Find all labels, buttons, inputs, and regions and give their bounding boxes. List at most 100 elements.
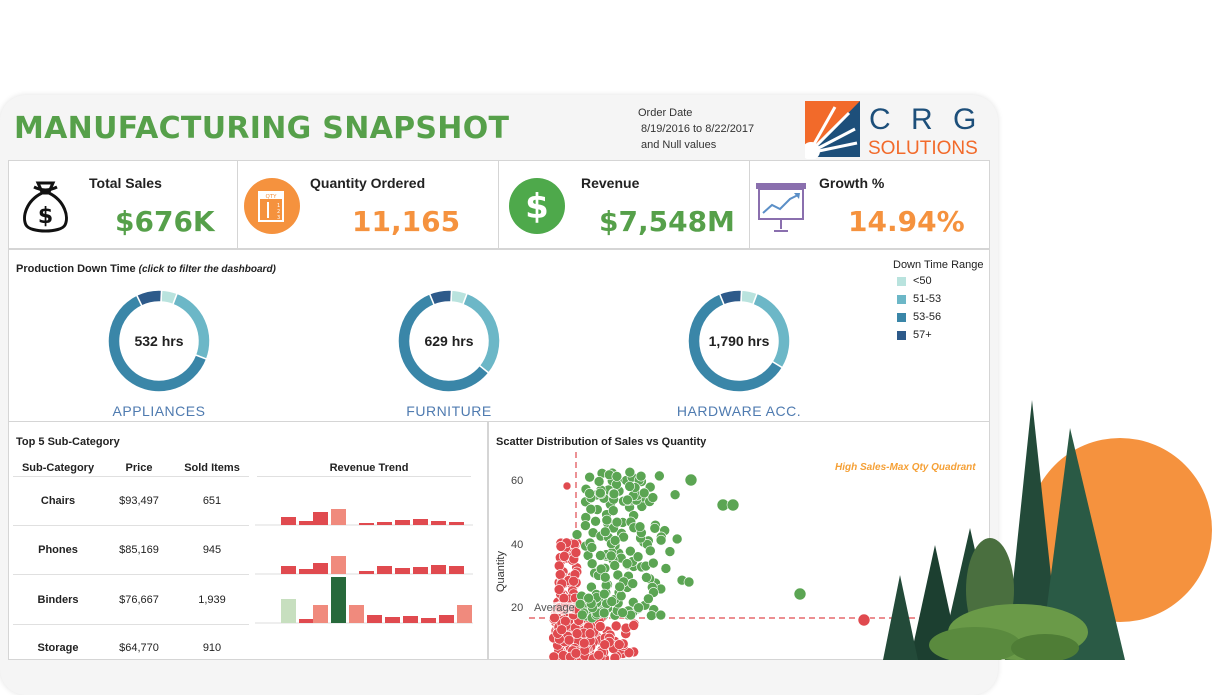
trend-bar — [395, 520, 410, 525]
donut-category-furniture[interactable]: FURNITURE — [406, 403, 492, 419]
trend-bar — [457, 605, 472, 623]
top5-title: Top 5 Sub-Category — [16, 436, 120, 448]
scatter-point — [562, 481, 572, 491]
trend-bar — [331, 509, 346, 525]
scatter-point — [624, 466, 636, 478]
row-sold: 945 — [202, 544, 222, 556]
scatter-point — [614, 581, 625, 593]
scatter-point — [599, 639, 610, 651]
scatter-point — [655, 609, 667, 621]
scatter-point — [585, 503, 597, 515]
order-date-filter[interactable]: Order Date 8/19/2016 to 8/22/2017 and Nu… — [638, 105, 754, 153]
scatter-point — [586, 558, 598, 569]
trend-bar — [367, 615, 382, 623]
donut-center-label: 1,790 hrs — [708, 333, 770, 349]
scatter-point — [599, 526, 611, 538]
row-sold: 910 — [202, 642, 222, 654]
scatter-point — [638, 487, 650, 499]
legend-title: Down Time Range — [893, 259, 984, 271]
page-title: MANUFACTURING SNAPSHOT — [14, 111, 510, 146]
trend-bar — [421, 618, 436, 623]
kpi-label: Quantity Ordered — [310, 175, 426, 191]
scatter-point — [593, 649, 605, 660]
scatter-title: Scatter Distribution of Sales vs Quantit… — [496, 436, 707, 448]
scatter-point — [593, 476, 605, 487]
legend-swatch — [897, 276, 906, 286]
dollar-circle-icon: $ — [509, 178, 565, 234]
row-price: $93,497 — [119, 495, 159, 507]
donut-segment — [135, 289, 163, 307]
scatter-point — [554, 569, 566, 580]
scatter-point — [556, 624, 567, 635]
legend-item[interactable]: 57+ — [897, 329, 932, 341]
scatter-point — [583, 592, 594, 604]
scatter-point — [621, 558, 633, 569]
scatter-point — [669, 489, 681, 500]
scatter-point — [627, 578, 639, 589]
scatter-point — [726, 498, 740, 512]
trend-bar — [403, 616, 418, 623]
logo-text-bottom: SOLUTIONS — [868, 138, 978, 159]
scatter-point — [594, 621, 606, 632]
legend-item[interactable]: <50 — [897, 275, 932, 287]
scatter-point — [568, 575, 579, 587]
donut-center-label: 629 hrs — [424, 333, 474, 349]
growth-chart-icon — [756, 183, 806, 232]
trend-bar — [299, 521, 314, 525]
scatter-point — [599, 572, 611, 583]
trend-bar — [449, 522, 464, 525]
donut-charts[interactable] — [9, 250, 889, 422]
trend-bar — [313, 563, 328, 574]
donut-segment — [428, 289, 453, 306]
scatter-point — [615, 590, 627, 602]
scatter-point — [647, 557, 659, 569]
svg-text:QTY: QTY — [265, 194, 277, 200]
filter-title: Order Date — [638, 107, 693, 119]
col-header-trend: Revenue Trend — [329, 462, 409, 474]
donut-category-hardware[interactable]: HARDWARE ACC. — [676, 403, 802, 419]
scatter-point — [553, 584, 565, 595]
trend-bar — [281, 599, 296, 623]
scatter-point — [609, 560, 621, 571]
scatter-point — [549, 612, 560, 624]
row-sold: 1,939 — [198, 594, 226, 606]
y-tick: 20 — [511, 602, 524, 614]
scatter-point — [647, 492, 659, 503]
svg-text:$: $ — [38, 204, 53, 229]
legend-item[interactable]: 51-53 — [897, 293, 941, 305]
scatter-point — [606, 596, 618, 607]
scatter-point — [590, 515, 601, 527]
scatter-point — [684, 473, 698, 487]
scatter-point — [646, 610, 657, 621]
scatter-point — [595, 487, 606, 499]
scatter-point — [611, 471, 623, 482]
trend-bar — [377, 566, 392, 574]
scatter-point — [611, 516, 623, 528]
row-price: $64,770 — [119, 642, 159, 654]
scatter-point — [612, 569, 624, 581]
top5-panel: Top 5 Sub-Category Sub-Category Price So… — [8, 421, 488, 660]
scatter-point — [632, 551, 644, 563]
kpi-value: $676K — [115, 205, 215, 238]
scatter-point — [625, 545, 636, 557]
kpi-label: Revenue — [581, 175, 640, 191]
svg-text:2: 2 — [277, 209, 280, 215]
scatter-point — [641, 572, 652, 583]
scatter-point — [635, 470, 647, 482]
forest-illustration — [883, 400, 1212, 660]
donut-category-appliances[interactable]: APPLIANCES — [112, 403, 206, 419]
scatter-panel: Scatter Distribution of Sales vs Quantit… — [488, 421, 990, 660]
scatter-point — [634, 521, 646, 533]
svg-text:$: $ — [525, 187, 549, 227]
scatter-point — [598, 607, 610, 619]
col-header-price: Price — [125, 462, 153, 474]
legend-item[interactable]: 53-56 — [897, 311, 941, 323]
trend-bar — [331, 577, 346, 623]
row-subcategory: Phones — [38, 544, 78, 556]
trend-bar — [299, 619, 314, 623]
scatter-point — [628, 620, 639, 631]
y-tick: 40 — [511, 539, 524, 551]
y-axis-label: Quantity — [495, 551, 507, 592]
col-header-sold: Sold Items — [184, 462, 240, 474]
donut-segment — [751, 292, 791, 369]
